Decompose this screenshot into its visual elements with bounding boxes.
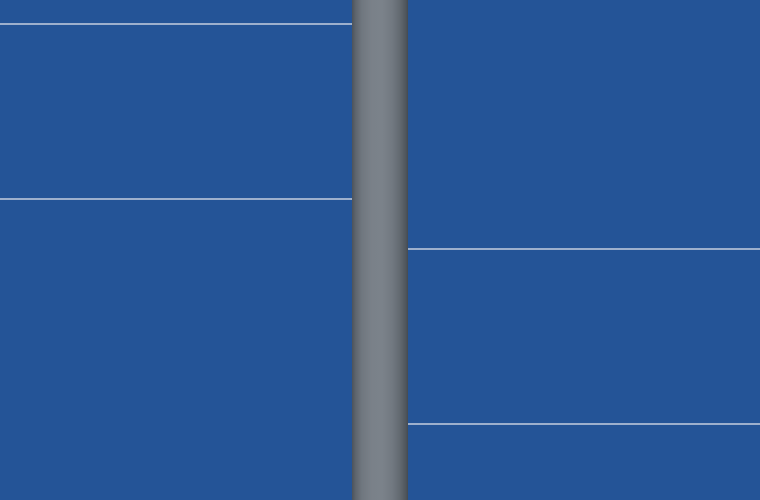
- left-horizontal-rule: [0, 198, 352, 200]
- right-panel[interactable]: [408, 0, 760, 500]
- right-horizontal-rule: [408, 423, 760, 425]
- left-panel[interactable]: [0, 0, 352, 500]
- split-divider-handle[interactable]: [352, 0, 408, 500]
- right-horizontal-rule: [408, 248, 760, 250]
- left-horizontal-rule: [0, 23, 352, 25]
